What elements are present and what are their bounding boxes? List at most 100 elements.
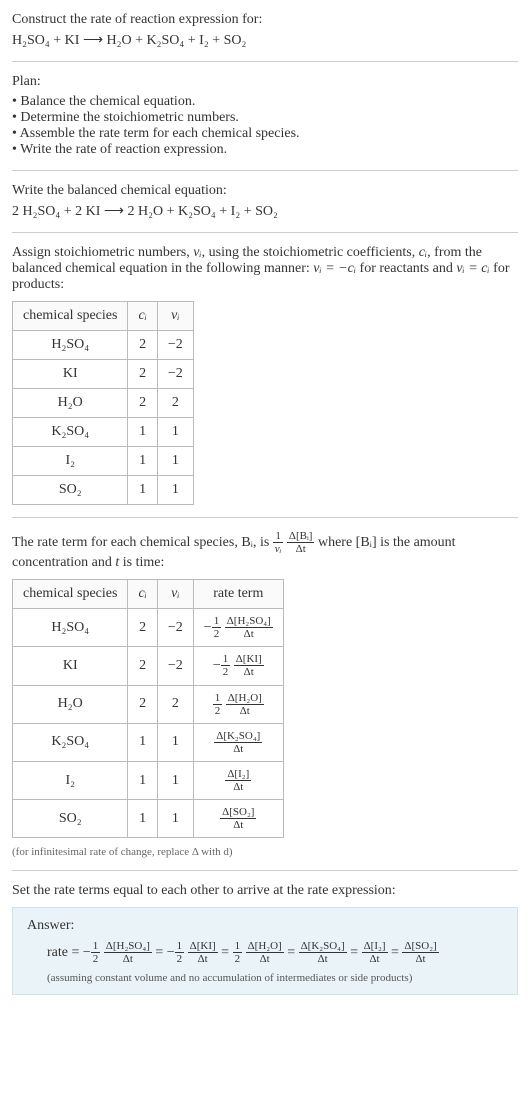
table-row: I₂11 [13,447,194,476]
table-row: H₂SO₄2−2 [13,331,194,360]
col-rate: rate term [193,580,283,609]
nu-relation: νᵢ = cᵢ [456,261,489,276]
plan-heading: Plan: [12,74,518,90]
cell-species: SO₂ [13,476,128,505]
cell-species: KI [13,360,128,389]
delta-frac: Δ[Bᵢ]Δt [287,530,315,555]
table-row: SO₂11Δ[SO₂]Δt [13,800,284,838]
cell-nu: 1 [157,476,193,505]
plan-item: Write the rate of reaction expression. [12,142,518,158]
answer-box: Answer: rate = −12 Δ[H₂SO₄]Δt = −12 Δ[KI… [12,907,518,994]
col-ci: cᵢ [128,580,157,609]
prompt-text: Construct the rate of reaction expressio… [12,12,262,27]
nu-relation: νᵢ = −cᵢ [313,261,356,276]
plan-item: Balance the chemical equation. [12,94,518,110]
final-heading: Set the rate terms equal to each other t… [12,883,518,899]
cell-ci: 2 [128,685,157,723]
cell-nu: −2 [157,360,193,389]
cell-ci: 2 [128,647,157,685]
rate-term: = −12 Δ[KI]Δt [155,945,221,960]
col-nu: νᵢ [157,302,193,331]
ci-symbol: cᵢ [419,245,427,260]
frac-den: νᵢ [273,543,284,555]
stoich-text: Assign stoichiometric numbers, [12,245,193,260]
cell-species: I₂ [13,447,128,476]
col-ci: cᵢ [128,302,157,331]
table-header-row: chemical species cᵢ νᵢ rate term [13,580,284,609]
cell-rateterm: −12 Δ[KI]Δt [193,647,283,685]
balanced-heading: Write the balanced chemical equation: [12,183,518,199]
cell-species: K₂SO₄ [13,723,128,761]
cell-ci: 2 [128,609,157,647]
cell-ci: 1 [128,761,157,799]
divider [12,232,518,233]
plan-item: Assemble the rate term for each chemical… [12,126,518,142]
plan-list: Balance the chemical equation. Determine… [12,94,518,158]
unbalanced-equation: H₂SO₄ + KI ⟶ H₂O + K₂SO₄ + I₂ + SO₂ [12,32,518,49]
plan-item: Determine the stoichiometric numbers. [12,110,518,126]
table-row: H₂O2212 Δ[H₂O]Δt [13,685,284,723]
frac-num: Δ[Bᵢ] [287,530,315,543]
cell-ci: 2 [128,389,157,418]
divider [12,517,518,518]
cell-ci: 1 [128,723,157,761]
divider [12,870,518,871]
cell-ci: 2 [128,331,157,360]
cell-ci: 1 [128,447,157,476]
rateterm-text: The rate term for each chemical species,… [12,535,273,550]
table-row: H₂SO₄2−2−12 Δ[H₂SO₄]Δt [13,609,284,647]
cell-nu: −2 [157,647,193,685]
cell-species: H₂O [13,389,128,418]
stoich-heading: Assign stoichiometric numbers, νᵢ, using… [12,245,518,293]
cell-nu: 1 [157,447,193,476]
nu-symbol: νᵢ [193,245,201,260]
rateterm-text: is time: [119,555,164,570]
rate-prefix: rate = [47,945,83,960]
rate-term: = 12 Δ[H₂O]Δt [221,945,287,960]
cell-ci: 1 [128,476,157,505]
divider [12,170,518,171]
cell-nu: 2 [157,685,193,723]
table-row: I₂11Δ[I₂]Δt [13,761,284,799]
cell-nu: −2 [157,331,193,360]
table-row: KI2−2 [13,360,194,389]
cell-nu: −2 [157,609,193,647]
cell-species: H₂SO₄ [13,331,128,360]
col-species: chemical species [13,302,128,331]
cell-nu: 1 [157,761,193,799]
rate-term: = Δ[I₂]Δt [350,945,391,960]
rate-term: = Δ[K₂SO₄]Δt [287,945,350,960]
stoich-text: , using the stoichiometric coefficients, [202,245,419,260]
table-header-row: chemical species cᵢ νᵢ [13,302,194,331]
assumption-note: (assuming constant volume and no accumul… [27,972,503,984]
frac-den: Δt [287,543,315,555]
cell-nu: 1 [157,723,193,761]
rateterm-heading: The rate term for each chemical species,… [12,530,518,571]
answer-label: Answer: [27,918,503,934]
cell-nu: 1 [157,418,193,447]
frac-num: 1 [273,530,284,543]
rate-expression: rate = −12 Δ[H₂SO₄]Δt = −12 Δ[KI]Δt = 12… [27,940,503,965]
rate-term: −12 Δ[H₂SO₄]Δt [83,945,155,960]
cell-rateterm: 12 Δ[H₂O]Δt [193,685,283,723]
divider [12,61,518,62]
cell-nu: 2 [157,389,193,418]
table-row: K₂SO₄11Δ[K₂SO₄]Δt [13,723,284,761]
eq-lhs: H₂SO₄ + KI [12,33,79,48]
coeff-frac: 1νᵢ [273,530,284,555]
stoich-table: chemical species cᵢ νᵢ H₂SO₄2−2 KI2−2 H₂… [12,301,194,505]
table-row: SO₂11 [13,476,194,505]
col-species: chemical species [13,580,128,609]
balanced-equation: 2 H₂SO₄ + 2 KI ⟶ 2 H₂O + K₂SO₄ + I₂ + SO… [12,203,518,220]
rateterm-table: chemical species cᵢ νᵢ rate term H₂SO₄2−… [12,579,284,838]
cell-rateterm: −12 Δ[H₂SO₄]Δt [193,609,283,647]
cell-species: H₂O [13,685,128,723]
table-row: H₂O22 [13,389,194,418]
table-row: K₂SO₄11 [13,418,194,447]
cell-rateterm: Δ[SO₂]Δt [193,800,283,838]
cell-nu: 1 [157,800,193,838]
eq-rhs: H₂O + K₂SO₄ + I₂ + SO₂ [107,33,247,48]
stoich-text: for reactants and [356,261,456,276]
cell-species: I₂ [13,761,128,799]
cell-species: SO₂ [13,800,128,838]
